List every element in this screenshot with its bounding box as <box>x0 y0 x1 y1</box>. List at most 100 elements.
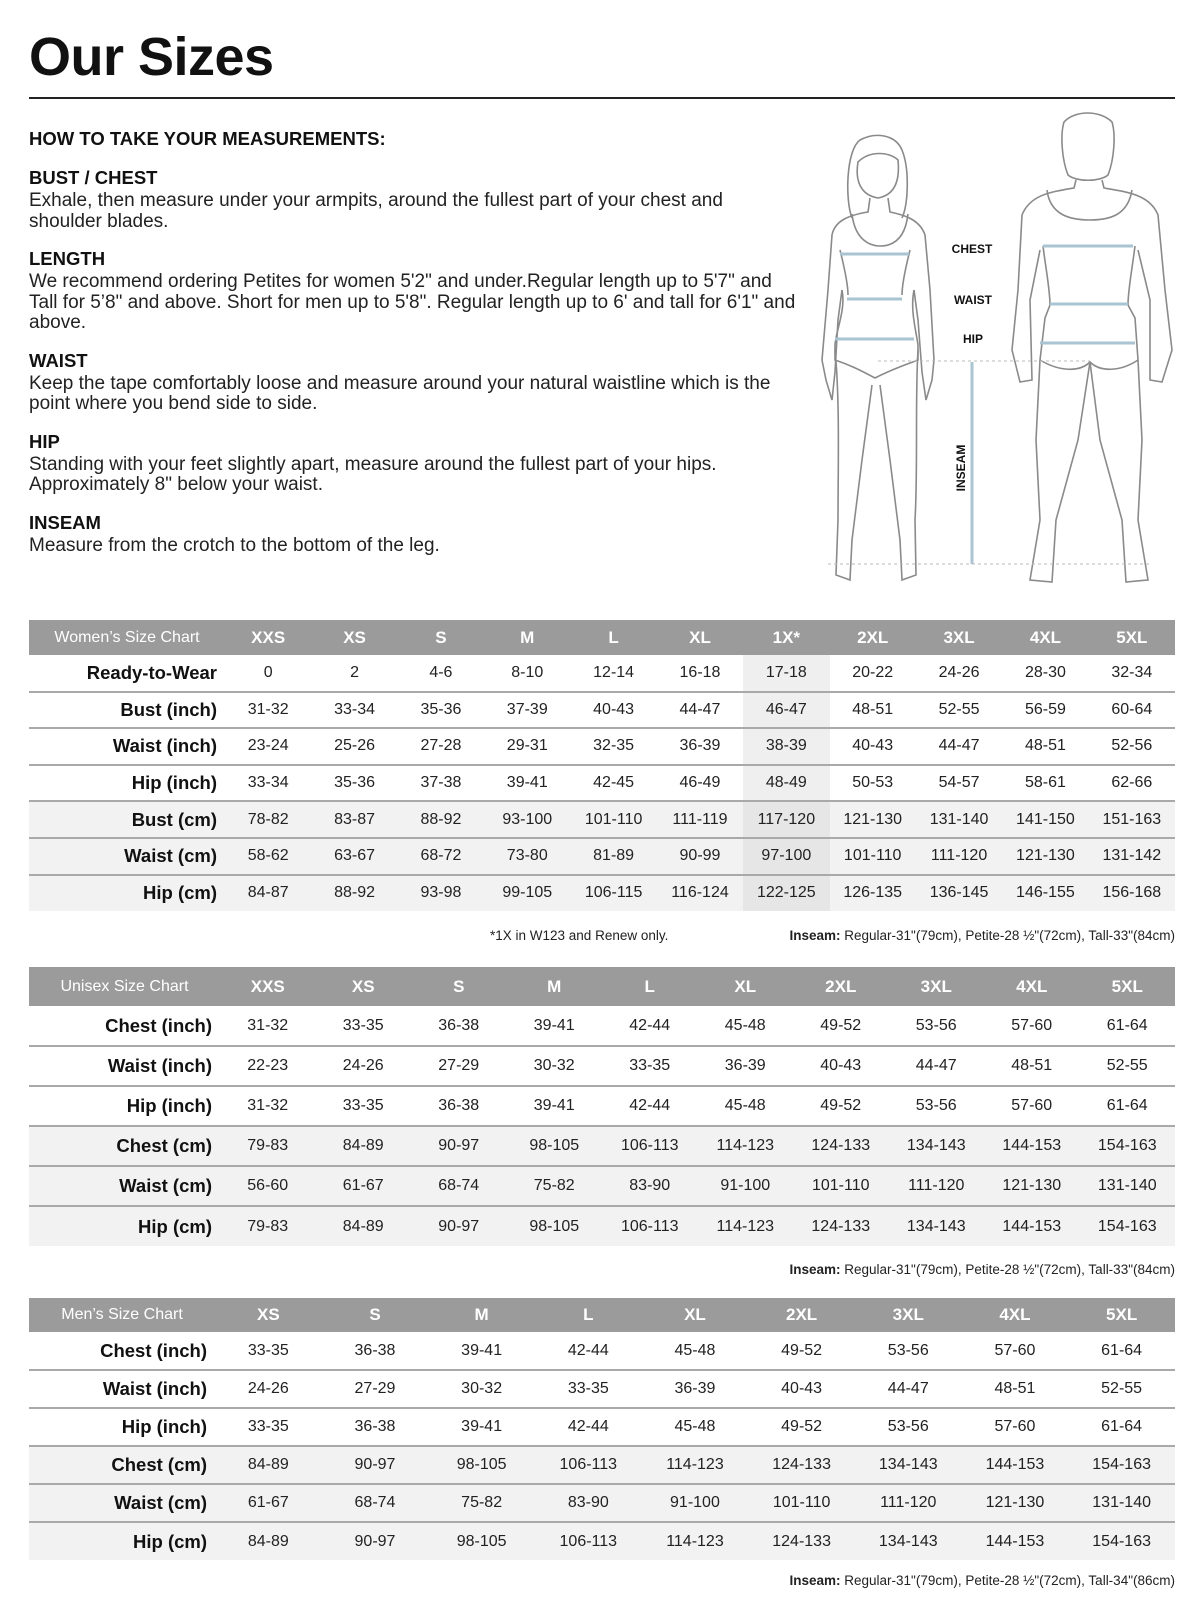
size-cell: 39-41 <box>484 764 571 803</box>
table-row: Hip (inch) 31-32 33-35 36-38 39-41 42-44 45-48… <box>29 1086 1175 1127</box>
row-label: Chest (inch) <box>29 1006 220 1047</box>
size-cell: 53-56 <box>888 1006 984 1047</box>
instruction-title: INSEAM <box>29 511 101 533</box>
size-cell: 33-35 <box>534 1370 642 1409</box>
size-cell: 83-87 <box>311 801 398 839</box>
size-cell: 53-56 <box>854 1408 962 1447</box>
size-cell: 30-32 <box>428 1370 535 1409</box>
size-cell: 57-60 <box>961 1408 1069 1447</box>
size-cell: 27-28 <box>397 728 485 766</box>
size-cell: 40-43 <box>570 691 657 730</box>
size-cell: 46-47 <box>743 691 830 730</box>
row-label: Chest (cm) <box>29 1446 215 1485</box>
size-cell: 35-36 <box>397 691 485 730</box>
waist-label: WAIST <box>954 293 993 307</box>
size-cell: 33-35 <box>315 1086 411 1127</box>
size-cell: 57-60 <box>984 1006 1080 1047</box>
size-cell: 136-145 <box>915 874 1003 912</box>
inseam-note-label: Inseam: <box>789 1573 841 1588</box>
size-header: XS <box>311 620 398 655</box>
size-cell: 30-32 <box>506 1046 602 1087</box>
size-cell: 124-133 <box>793 1206 889 1246</box>
size-header: XXS <box>225 620 312 655</box>
size-cell: 91-100 <box>641 1484 749 1523</box>
size-cell: 90-97 <box>411 1126 507 1167</box>
measurement-instructions: HOW TO TAKE YOUR MEASUREMENTS: BUST / CH… <box>29 128 799 572</box>
table-row: Ready-to-Wear 0 2 4-6 8-10 12-14 16-18 17-18 20-… <box>29 655 1175 693</box>
size-cell: 27-29 <box>321 1370 429 1409</box>
size-cell: 60-64 <box>1088 691 1175 730</box>
size-cell: 32-34 <box>1088 655 1175 693</box>
size-header: L <box>534 1298 642 1332</box>
inseam-note-label: Inseam: <box>789 928 841 943</box>
table-row: Chest (inch) 31-32 33-35 36-38 39-41 42-44 45-… <box>29 1006 1175 1047</box>
chest-label: CHEST <box>952 242 993 256</box>
size-cell: 101-110 <box>570 801 657 839</box>
size-header: S <box>397 620 485 655</box>
row-label: Hip (inch) <box>29 1086 220 1127</box>
size-header: S <box>411 967 507 1006</box>
size-cell: 151-163 <box>1088 801 1175 839</box>
size-cell: 134-143 <box>854 1446 962 1485</box>
table-row: Hip (cm) 84-89 90-97 98-105 106-113 114-123 12… <box>29 1522 1175 1560</box>
size-cell: 75-82 <box>428 1484 535 1523</box>
size-cell: 44-47 <box>888 1046 984 1087</box>
size-header: S <box>321 1298 429 1332</box>
size-cell: 39-41 <box>506 1086 602 1127</box>
size-cell: 90-97 <box>411 1206 507 1246</box>
measurement-lines <box>835 244 1135 564</box>
chart-title: Women’s Size Chart <box>29 620 225 655</box>
size-header: M <box>428 1298 535 1332</box>
table-row: Hip (cm) 84-87 88-92 93-98 99-105 106-115 116-… <box>29 874 1175 912</box>
size-cell: 45-48 <box>641 1408 749 1447</box>
size-cell: 52-55 <box>915 691 1003 730</box>
size-cell: 56-60 <box>220 1166 316 1207</box>
row-label: Hip (cm) <box>29 874 225 912</box>
size-cell: 90-99 <box>656 837 744 876</box>
row-label: Waist (inch) <box>29 728 225 766</box>
size-header: XS <box>215 1298 322 1332</box>
instructions-heading: HOW TO TAKE YOUR MEASUREMENTS: <box>29 128 386 149</box>
size-cell: 81-89 <box>570 837 657 876</box>
size-cell: 131-142 <box>1088 837 1175 876</box>
table-row: Bust (inch) 31-32 33-34 35-36 37-39 40-43 44-4… <box>29 691 1175 730</box>
row-label: Waist (cm) <box>29 1484 215 1523</box>
size-header: 4XL <box>961 1298 1069 1332</box>
table-row: Waist (cm) 61-67 68-74 75-82 83-90 91-100 101-… <box>29 1484 1175 1523</box>
table-row: Chest (inch) 33-35 36-38 39-41 42-44 45-48 49-… <box>29 1332 1175 1371</box>
table-row: Waist (cm) 58-62 63-67 68-72 73-80 81-89 90-99… <box>29 837 1175 876</box>
size-cell: 121-130 <box>961 1484 1069 1523</box>
size-header: 5XL <box>1088 620 1175 655</box>
size-cell: 57-60 <box>961 1332 1069 1371</box>
size-header: XL <box>697 967 793 1006</box>
size-cell: 146-155 <box>1002 874 1089 912</box>
size-cell: 49-52 <box>793 1086 889 1127</box>
size-cell: 36-38 <box>411 1006 507 1047</box>
size-cell: 36-39 <box>697 1046 793 1087</box>
table-row: Hip (cm) 79-83 84-89 90-97 98-105 106-113 114-… <box>29 1206 1175 1246</box>
instruction-title: WAIST <box>29 349 88 371</box>
size-cell: 61-64 <box>1068 1408 1175 1447</box>
row-label: Hip (inch) <box>29 764 225 803</box>
size-cell: 42-44 <box>602 1006 698 1047</box>
size-cell: 121-130 <box>1002 837 1089 876</box>
instruction-hip: HIP Standing with your feet slightly apar… <box>29 431 799 496</box>
size-cell: 106-113 <box>602 1206 698 1246</box>
size-cell: 84-89 <box>315 1206 411 1246</box>
size-cell: 111-120 <box>854 1484 962 1523</box>
size-cell: 79-83 <box>220 1126 316 1167</box>
size-header: L <box>602 967 698 1006</box>
size-cell: 106-113 <box>534 1446 642 1485</box>
size-cell: 99-105 <box>484 874 571 912</box>
table-row: Waist (inch) 22-23 24-26 27-29 30-32 33-35 36-… <box>29 1046 1175 1087</box>
size-cell: 23-24 <box>225 728 312 766</box>
size-header: 2XL <box>793 967 889 1006</box>
size-cell: 83-90 <box>534 1484 642 1523</box>
size-header: XXS <box>220 967 316 1006</box>
size-cell: 98-105 <box>428 1522 535 1560</box>
size-cell: 53-56 <box>854 1332 962 1371</box>
instruction-text: Keep the tape comfortably loose and meas… <box>29 372 771 414</box>
row-label: Bust (inch) <box>29 691 225 730</box>
size-cell: 25-26 <box>311 728 398 766</box>
size-cell: 36-38 <box>321 1332 429 1371</box>
